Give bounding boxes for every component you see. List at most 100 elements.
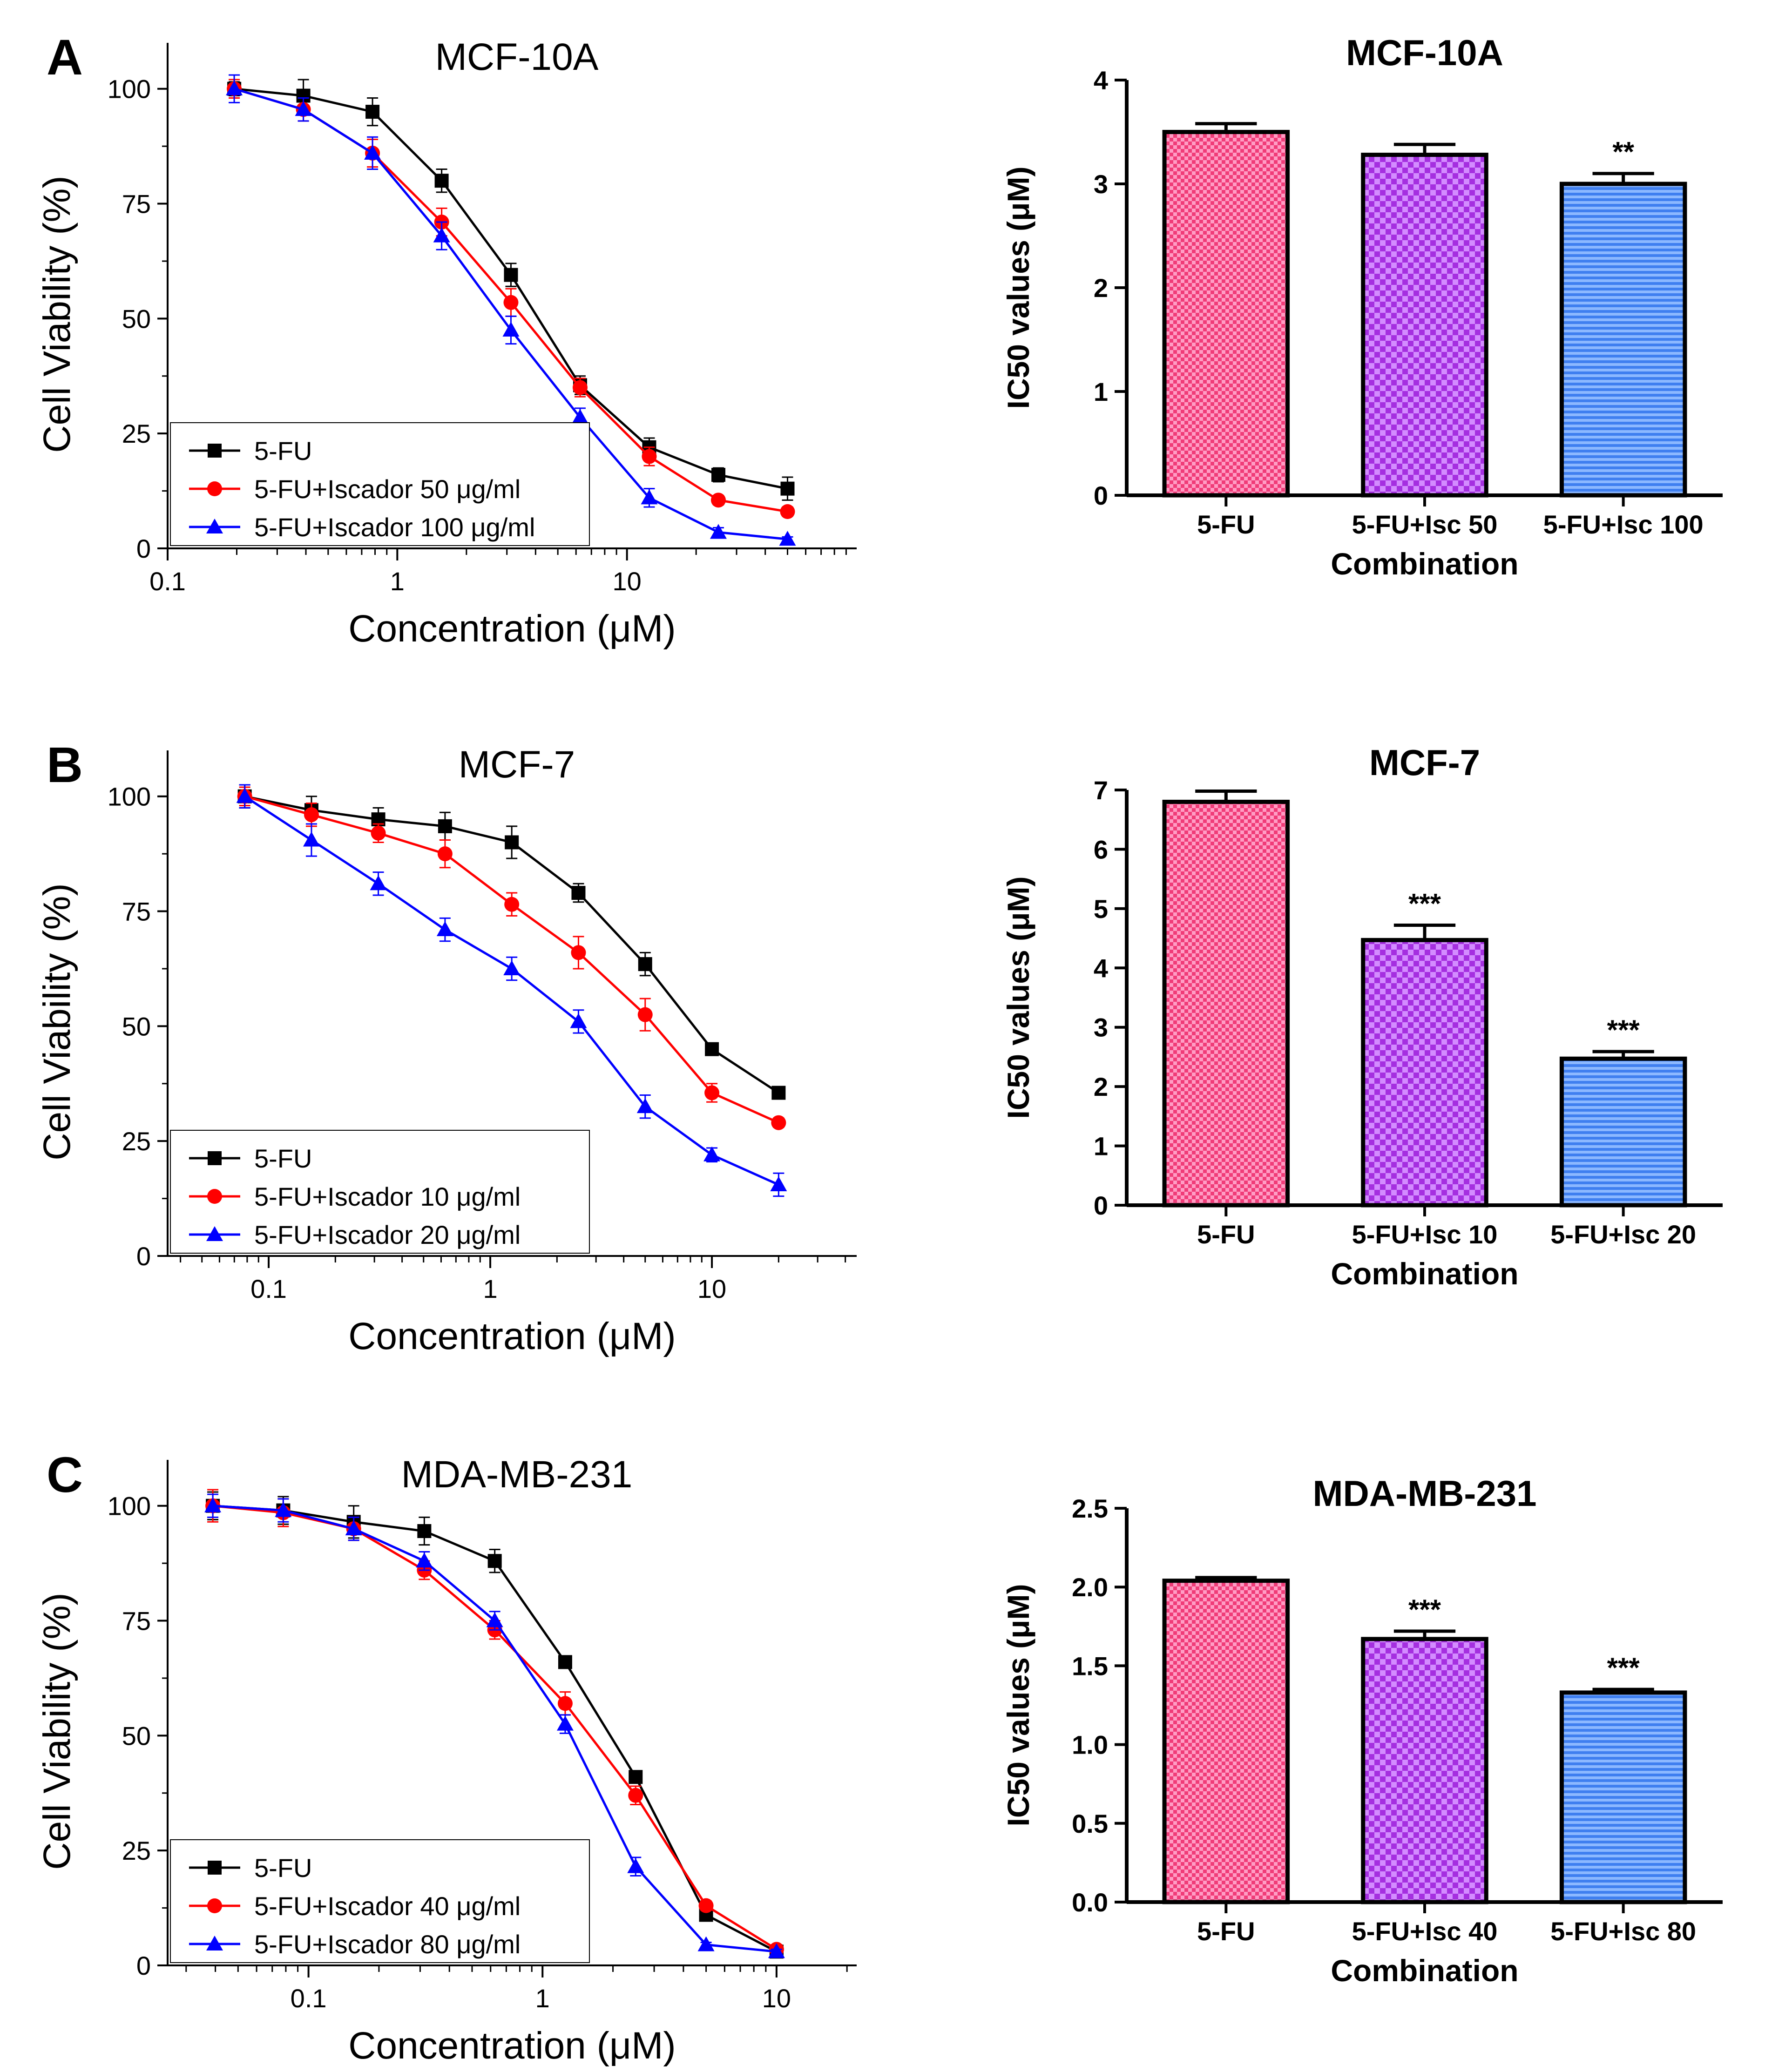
data-point <box>558 1655 572 1669</box>
data-point <box>571 945 586 960</box>
significance-stars: *** <box>1607 1652 1640 1683</box>
data-point <box>556 1715 574 1731</box>
y-tick-label: 75 <box>122 1606 151 1636</box>
series-1 <box>237 786 786 1130</box>
data-point <box>629 1770 643 1784</box>
data-point <box>370 875 387 891</box>
series-2 <box>204 1493 785 1958</box>
y-tick-label: 0.5 <box>1072 1809 1108 1838</box>
legend-label: 5-FU+Iscador 40 μg/ml <box>254 1891 521 1921</box>
x-tick-label: 5-FU+Isc 40 <box>1352 1917 1498 1946</box>
y-tick-label: 3 <box>1094 1013 1108 1042</box>
data-point <box>768 1943 785 1958</box>
data-point <box>704 1085 720 1100</box>
x-tick-label: 1 <box>535 1984 550 2013</box>
significance-stars: ** <box>1612 136 1634 168</box>
bar <box>1162 1579 1290 1904</box>
y-tick-label: 0.0 <box>1072 1888 1108 1917</box>
data-point <box>275 1502 292 1517</box>
x-axis-title: Concentration (μM) <box>348 607 676 650</box>
y-tick-label: 2.0 <box>1072 1573 1108 1602</box>
data-point <box>571 886 586 900</box>
y-tick-label: 2 <box>1094 1072 1108 1101</box>
legend-marker <box>208 1151 222 1165</box>
data-point <box>637 1007 653 1022</box>
y-tick-label: 1.0 <box>1072 1730 1108 1760</box>
x-tick-label: 5-FU+Isc 80 <box>1550 1917 1696 1946</box>
panel-title: MDA-MB-231 <box>401 1453 633 1496</box>
data-point <box>780 481 795 496</box>
data-point <box>572 380 588 395</box>
x-axis-title: Combination <box>1331 1256 1518 1291</box>
legend-marker <box>206 1226 223 1241</box>
y-tick-label: 1 <box>1094 377 1108 406</box>
bar <box>1361 153 1488 498</box>
legend-label: 5-FU <box>254 1853 312 1883</box>
x-tick-label: 10 <box>762 1984 791 2013</box>
legend-marker <box>208 444 222 458</box>
legend-box <box>170 1130 590 1254</box>
data-point <box>204 1497 222 1512</box>
y-tick-label: 100 <box>108 74 151 104</box>
bar-chart-a: 0 1 2 3 4 5-FU 5-FU+Isc 50 5-FU+Isc 100 ** MCF-10… <box>1001 32 1723 581</box>
significance-stars: *** <box>1408 888 1441 919</box>
data-point <box>697 1936 715 1951</box>
y-tick-label: 0 <box>1094 1191 1108 1220</box>
x-axis-title: Combination <box>1331 547 1518 581</box>
x-tick-label: 1 <box>390 567 405 596</box>
data-point <box>504 268 518 282</box>
x-tick-label: 5-FU+Isc 20 <box>1550 1220 1696 1249</box>
x-tick-label: 5-FU <box>1197 1220 1255 1249</box>
legend-marker <box>207 1898 222 1913</box>
bar <box>1559 1690 1687 1904</box>
legend-box <box>170 1839 590 1963</box>
y-tick-label: 0 <box>136 1242 151 1271</box>
y-tick-label: 25 <box>122 1836 151 1865</box>
data-point <box>236 788 253 803</box>
data-point <box>770 1176 787 1191</box>
bar-title: MCF-7 <box>1369 742 1480 783</box>
legend-label: 5-FU+Iscador 10 μg/ml <box>254 1182 521 1211</box>
panel-title: MCF-7 <box>459 743 575 786</box>
y-tick-label: 3 <box>1094 169 1108 199</box>
y-tick-label: 0 <box>136 534 151 563</box>
bar-title: MDA-MB-231 <box>1312 1473 1536 1514</box>
bar <box>1162 130 1290 498</box>
x-tick-label: 0.1 <box>250 1274 287 1303</box>
significance-stars: *** <box>1408 1594 1441 1625</box>
bar <box>1361 938 1488 1208</box>
y-tick-label: 0 <box>136 1951 151 1980</box>
y-tick-label: 25 <box>122 419 151 448</box>
x-tick-label: 5-FU <box>1197 510 1255 539</box>
data-point <box>703 1146 721 1161</box>
bar-title: MCF-10A <box>1346 32 1503 73</box>
legend-marker <box>208 1861 222 1875</box>
legend-label: 5-FU <box>254 436 312 466</box>
panel-letter: A <box>47 29 83 85</box>
line-chart-a: 0 25 50 75 100 0.1 1 10 Concentration (μM) Cell V… <box>36 29 857 650</box>
data-point <box>779 531 796 546</box>
data-point <box>771 1115 786 1130</box>
y-tick-label: 75 <box>122 897 151 926</box>
data-point <box>303 831 320 847</box>
y-tick-label: 2.5 <box>1072 1494 1108 1523</box>
y-axis-title: IC50 values (μM) <box>1001 167 1035 409</box>
y-tick-label: 25 <box>122 1127 151 1156</box>
y-tick-label: 4 <box>1094 953 1108 983</box>
x-tick-label: 0.1 <box>149 567 186 596</box>
series-2 <box>226 74 796 546</box>
data-point <box>641 489 658 505</box>
data-point <box>771 1086 786 1100</box>
y-tick-label: 50 <box>122 304 151 333</box>
x-axis-title: Combination <box>1331 1953 1518 1988</box>
x-tick-label: 5-FU+Isc 10 <box>1352 1220 1498 1249</box>
data-point <box>570 1013 587 1028</box>
data-point <box>505 835 519 850</box>
legend-label: 5-FU+Iscador 20 μg/ml <box>254 1220 521 1249</box>
panel-letter: B <box>47 736 83 793</box>
data-point <box>710 524 727 539</box>
y-tick-label: 2 <box>1094 273 1108 303</box>
legend: 5-FU 5-FU+Iscador 10 μg/ml 5-FU+Iscador 20… <box>170 1130 590 1254</box>
data-point <box>503 960 521 975</box>
y-tick-label: 1.5 <box>1072 1651 1108 1681</box>
